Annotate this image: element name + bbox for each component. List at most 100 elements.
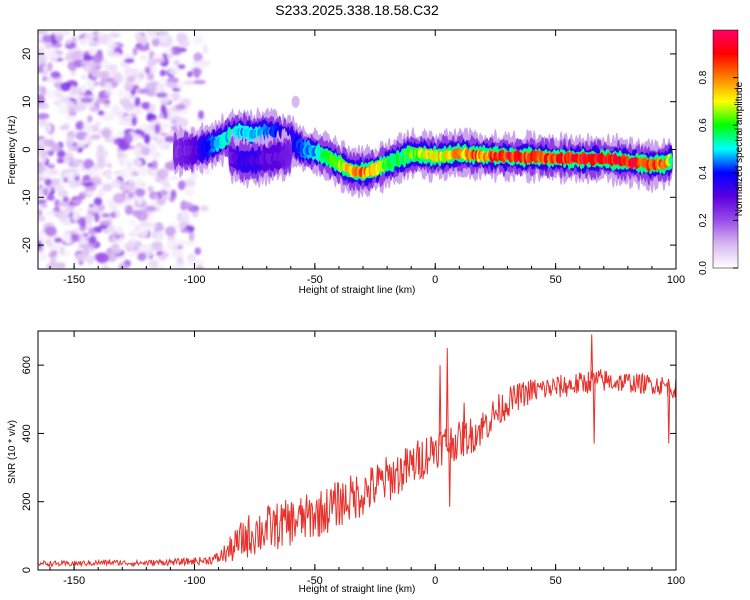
spectrogram-noise-cell [50, 143, 62, 152]
spectrogram-noise-cell [99, 220, 112, 226]
spectrogram-noise-cell [176, 32, 188, 44]
colorbar: 0.0 0.2 0.4 0.6 0.8 Normalized spectral ampl… [698, 29, 745, 275]
spectrogram-noise-cell [88, 235, 97, 244]
spectrogram-noise-cell [150, 151, 162, 159]
spectrogram-x-tick-label: 50 [549, 274, 561, 286]
spectrogram-noise-cell [46, 61, 53, 72]
spectrogram-noise-cell [72, 211, 79, 222]
spectrogram-noise-cell [202, 44, 209, 54]
spectrogram-x-tick-label: 100 [667, 274, 685, 286]
spectrogram-noise-cell [68, 179, 80, 189]
spectrogram-noise-cell [119, 97, 131, 107]
spectrogram-noise-cell [85, 78, 95, 90]
spectrogram-noise-cell [128, 253, 135, 258]
snr-x-tick-label: -50 [307, 575, 323, 587]
spectrogram-noise-cell [47, 164, 55, 169]
spectrogram-noise-cell [56, 149, 66, 158]
spectrogram-noise-cell [83, 158, 94, 170]
spectrogram-noise-cell [53, 237, 63, 243]
colorbar-tick-label: 0.2 [698, 213, 709, 227]
spectrogram-noise-cell [105, 64, 118, 71]
spectrogram-noise-cell [57, 189, 69, 198]
snr-y-ticks: 0 200 400 600 [21, 356, 676, 573]
spectrogram-noise-cell [65, 135, 75, 145]
spectrogram-noise-cell [175, 103, 186, 111]
spectrogram-noise-cell [111, 105, 121, 116]
spectrogram-noise-cell [90, 134, 101, 140]
spectrogram-noise-cell [146, 71, 155, 82]
spectrogram-noise-cell [180, 228, 190, 233]
snr-x-tick-label: 0 [432, 575, 438, 587]
spectrogram-noise-cell [149, 221, 157, 230]
spectrogram-noise-cell [48, 252, 55, 258]
spectrogram-noise-cell [183, 179, 196, 187]
spectrogram-x-tick-label: -100 [183, 274, 205, 286]
spectrogram-noise-cell [38, 232, 42, 242]
spectrogram-y-tick-label: 10 [21, 96, 33, 108]
spectrogram-noise-cell [174, 262, 186, 269]
spectrogram-noise-cell [38, 119, 48, 127]
spectrogram-noise-cell [171, 249, 184, 259]
spectrogram-noise-cell [123, 91, 129, 99]
spectrogram-noise-cell [48, 30, 54, 34]
spectrogram-noise-cell [65, 39, 72, 46]
spectrogram-noise-cell [164, 48, 173, 56]
spectrogram-noise-cell [106, 48, 114, 58]
spectrogram-noise-cell [147, 185, 154, 193]
spectrogram-x-ticks: -150 -100 -50 0 50 100 [49, 30, 685, 286]
spectrogram-y-ticks: -20 -10 0 10 20 [21, 48, 676, 253]
spectrogram-noise-cell [134, 96, 141, 108]
spectrogram-noise-cell [145, 30, 157, 36]
spectrogram-noise-cell [73, 103, 87, 112]
spectrogram-noise-cell [145, 66, 151, 75]
spectrogram-noise-cell [188, 231, 195, 242]
spectrogram-noise-cell [38, 30, 49, 35]
spectrogram-noise-cell [145, 34, 159, 40]
spectrogram-noise-cell [133, 76, 142, 85]
spectrogram-noise-cell [101, 127, 112, 139]
spectrogram-noise-cell [138, 88, 150, 94]
spectrogram-noise-cell [178, 41, 190, 47]
spectrogram-noise-cell [136, 197, 144, 206]
spectrogram-noise-cell [88, 230, 97, 235]
spectrogram-noise-cell [103, 171, 113, 178]
spectrogram-noise-cell [67, 61, 78, 71]
spectrogram-noise-cell [79, 220, 87, 228]
spectrogram-noise-cell [44, 178, 52, 187]
spectrogram-noise-cell [169, 175, 180, 181]
spectrogram-noise-cell [57, 104, 69, 115]
spectrogram-noise-cell [123, 133, 133, 144]
spectrogram-noise-cell [87, 115, 93, 123]
spectrogram-noise-cell [157, 168, 169, 180]
spectrogram-noise-cell [139, 220, 151, 228]
spectrogram-ridge-cell [668, 156, 673, 165]
spectrogram-noise-cell [138, 226, 151, 232]
spectrogram-noise-cell [191, 61, 198, 66]
spectrogram-noise-cell [80, 97, 94, 104]
spectrogram-noise-cell [150, 160, 158, 170]
spectrogram-noise-cell [169, 195, 175, 203]
spectrogram-noise-cell [184, 80, 196, 85]
spectrogram-noise-cell [43, 146, 53, 151]
spectrogram-noise-cell [40, 86, 47, 97]
spectrogram-y-tick-label: -10 [21, 189, 33, 205]
snr-x-ticks: -150 -100 -50 0 50 100 [49, 331, 685, 587]
spectrogram-noise-cell [147, 162, 153, 168]
spectrogram-noise-cell [101, 264, 110, 269]
spectrogram-noise-cell [146, 112, 154, 120]
spectrogram-noise-cell [53, 184, 65, 191]
snr-spike [590, 334, 594, 381]
spectrogram-noise-cell [166, 36, 173, 47]
spectrogram-noise-cell [82, 125, 94, 134]
snr-x-tick-label: 100 [667, 575, 685, 587]
spectrogram-noise-cell [94, 65, 101, 71]
spectrogram-noise-cell [113, 72, 123, 84]
spectrogram-ridge [173, 95, 673, 199]
spectrogram-x-axis-label: Height of straight line (km) [299, 285, 416, 296]
spectrogram-noise-cell [44, 89, 55, 99]
spectrogram-noise-cell [160, 104, 167, 115]
spectrogram-noise-cell [38, 164, 44, 175]
spectrogram-noise-cell [197, 110, 205, 120]
spectrogram-noise-cell [38, 208, 43, 217]
spectrogram-noise-cell [193, 67, 201, 79]
